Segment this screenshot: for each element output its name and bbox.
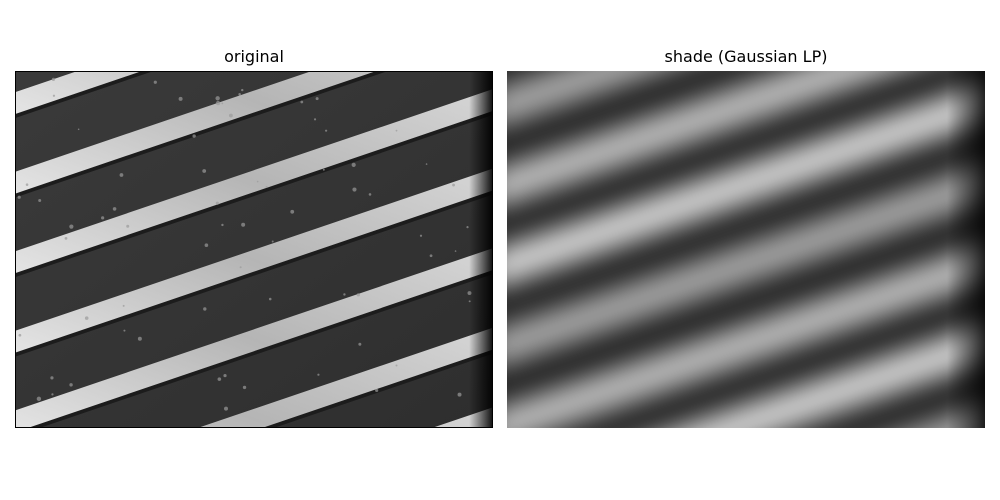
speckle	[51, 393, 54, 396]
speckle	[229, 113, 233, 118]
speckle	[395, 364, 398, 367]
stripe-shadow	[16, 72, 386, 198]
speckle	[126, 224, 130, 228]
blurred-stripe	[507, 82, 985, 285]
speckle	[466, 226, 469, 229]
shade-image-canvas	[507, 71, 985, 428]
speckle	[84, 316, 89, 320]
speckle	[223, 373, 227, 378]
original-image-canvas	[16, 72, 492, 427]
speckle	[356, 293, 360, 297]
bright-stripe	[16, 248, 492, 427]
speckle	[215, 100, 221, 106]
speckle	[77, 128, 80, 131]
speckle	[343, 293, 346, 296]
speckle	[238, 92, 241, 96]
speckle	[123, 329, 126, 332]
speckle	[351, 162, 356, 167]
blurred-stripe	[507, 162, 985, 365]
stripe-shadow	[264, 349, 492, 427]
speckle	[429, 254, 433, 258]
speckle	[215, 96, 220, 101]
speckle	[221, 223, 224, 227]
speckle	[290, 209, 295, 214]
speckle	[300, 100, 304, 104]
speckle	[325, 129, 328, 132]
speckle	[375, 388, 379, 392]
speckle	[313, 118, 317, 121]
speckle	[137, 336, 142, 341]
speckle	[368, 193, 372, 196]
speckle	[271, 240, 274, 243]
bright-stripe	[16, 72, 140, 114]
speckle	[454, 250, 457, 252]
speckle	[395, 129, 398, 132]
speckle	[265, 185, 268, 188]
speckle	[215, 201, 219, 205]
panel-title-shade: shade (Gaussian LP)	[664, 47, 828, 66]
speckle	[69, 383, 73, 387]
speckle	[317, 373, 320, 376]
speckle	[217, 377, 222, 381]
speckle	[239, 266, 242, 269]
speckle	[69, 224, 74, 229]
speckle	[457, 392, 462, 397]
speckle	[38, 198, 42, 202]
blurred-stripe	[507, 242, 985, 428]
speckle	[101, 216, 105, 220]
bright-stripe	[16, 72, 374, 194]
stripe-shadow	[16, 190, 492, 357]
speckle	[17, 195, 21, 199]
bright-stripe	[16, 168, 492, 353]
speckle	[112, 207, 117, 211]
stripe-shadow	[30, 270, 492, 427]
shade-image	[507, 71, 985, 428]
speckle	[358, 342, 362, 346]
speckle	[242, 385, 247, 390]
speckle	[452, 183, 455, 187]
speckle	[119, 173, 124, 177]
speckle	[64, 236, 68, 240]
speckle	[352, 187, 357, 192]
speckle	[322, 168, 325, 171]
panel-title-original: original	[224, 47, 284, 66]
speckle	[268, 297, 272, 301]
speckle	[241, 222, 246, 227]
speckle	[204, 243, 209, 248]
speckle	[25, 183, 29, 186]
speckle	[52, 94, 56, 97]
stripe-shadow	[16, 111, 492, 277]
speckle	[224, 406, 229, 411]
speckle	[315, 97, 319, 101]
speckle	[18, 333, 22, 337]
speckle	[419, 234, 423, 237]
speckle	[192, 134, 196, 138]
speckle	[221, 102, 224, 105]
speckle	[178, 96, 183, 101]
speckle	[153, 80, 157, 84]
bright-stripe	[16, 89, 492, 273]
original-image	[15, 71, 493, 428]
speckle	[51, 77, 56, 81]
speckle	[425, 163, 428, 165]
speckle	[122, 304, 125, 307]
speckle	[241, 88, 244, 92]
speckle	[50, 376, 54, 380]
speckle	[203, 307, 207, 311]
speckle	[202, 169, 207, 173]
speckle	[36, 396, 42, 402]
speckle	[256, 180, 259, 183]
blurred-stripe	[507, 71, 666, 125]
